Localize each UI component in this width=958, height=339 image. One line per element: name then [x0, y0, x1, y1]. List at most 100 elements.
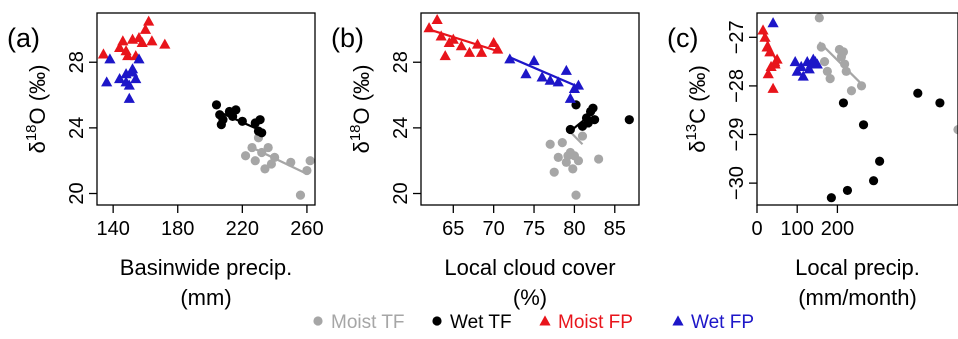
data-layer-b: [423, 13, 634, 200]
point-moist-tf: [822, 66, 832, 76]
point-moist-tf: [841, 66, 851, 76]
fit-line-wet-fp: [509, 56, 579, 88]
y-tick-label-b: 24: [390, 117, 412, 139]
point-moist-tf: [545, 139, 555, 149]
x-axis-label-c: (mm/month): [798, 285, 917, 310]
x-tick-label-b: 80: [563, 218, 585, 240]
x-tick-label-b: 85: [604, 218, 626, 240]
legend-label-moist-fp: Moist FP: [558, 312, 633, 333]
point-wet-tf: [211, 100, 222, 110]
point-wet-tf: [858, 120, 869, 130]
x-tick-label-c: 200: [821, 218, 854, 240]
legend-item-moist-fp: Moist FP: [539, 312, 633, 333]
y-axis-label-delta-b: δ: [349, 141, 374, 153]
point-moist-fp: [139, 23, 152, 34]
point-moist-tf: [825, 74, 835, 84]
y-tick-label-a: 24: [66, 117, 88, 139]
point-wet-fp: [520, 68, 532, 79]
point-moist-tf: [953, 125, 958, 135]
plot-frame-c: [756, 12, 958, 206]
point-moist-fp: [757, 24, 769, 35]
legend-label-wet-fp: Wet FP: [691, 312, 754, 333]
legend-item-moist-tf: Moist TF: [313, 312, 405, 333]
point-moist-fp: [759, 31, 771, 42]
point-wet-fp: [123, 79, 135, 90]
point-moist-tf: [577, 131, 588, 141]
x-axis-label-b: Local cloud cover: [444, 255, 615, 280]
point-moist-tf: [263, 142, 273, 153]
point-moist-tf: [247, 142, 257, 153]
point-moist-fp: [159, 38, 171, 49]
point-wet-tf: [588, 103, 598, 113]
point-wet-tf: [257, 128, 267, 138]
legend-item-wet-tf: Wet TF: [432, 312, 512, 333]
point-wet-fp: [126, 63, 139, 74]
point-wet-fp: [104, 53, 116, 64]
y-tick-label-c: −30: [726, 166, 748, 200]
x-tick-label-b: 75: [523, 218, 545, 240]
point-wet-tf: [838, 98, 849, 108]
legend-label-wet-tf: Wet TF: [450, 312, 512, 333]
point-wet-fp: [133, 53, 145, 64]
panel-c: (c) 0 100 200 −30 −29 −28 −27 δ13C (‰) Local prec…: [667, 12, 958, 310]
y-tick-label-c: −27: [726, 20, 748, 54]
point-wet-tf: [826, 193, 836, 203]
point-moist-fp: [431, 13, 443, 25]
point-moist-fp: [771, 53, 783, 64]
point-wet-fp: [114, 73, 126, 84]
point-moist-tf: [838, 47, 849, 57]
point-moist-fp: [455, 40, 467, 51]
point-wet-fp: [552, 76, 564, 87]
y-axis-label-b: δ18O (‰): [347, 65, 374, 154]
point-moist-fp: [463, 46, 476, 57]
y-axis-label-rest-b: O (‰): [349, 65, 374, 125]
point-moist-tf: [840, 59, 850, 69]
point-moist-tf: [305, 156, 315, 166]
point-moist-fp: [114, 41, 126, 52]
point-wet-fp: [123, 92, 135, 103]
point-wet-fp: [544, 74, 556, 85]
point-moist-tf: [257, 147, 267, 158]
point-moist-tf: [295, 190, 306, 200]
x-tick-label-c: 100: [781, 218, 814, 240]
legend-marker-moist-fp: [539, 315, 551, 326]
x-axis-label-a: (mm): [180, 285, 231, 310]
point-wet-tf: [565, 124, 575, 135]
point-wet-tf: [218, 115, 228, 125]
point-wet-tf: [237, 116, 247, 126]
point-wet-fp: [797, 70, 809, 81]
y-axis-label-rest-a: O (‰): [25, 65, 50, 125]
x-tick-label-b: 70: [483, 218, 505, 240]
point-wet-tf: [231, 105, 241, 115]
point-moist-fp: [97, 48, 110, 59]
point-wet-fp: [528, 54, 540, 66]
point-wet-tf: [875, 156, 885, 166]
point-moist-tf: [240, 151, 251, 161]
point-moist-fp: [122, 50, 134, 61]
point-moist-fp: [764, 46, 776, 57]
panel-label-c: (c): [667, 23, 698, 53]
point-wet-fp: [504, 53, 516, 64]
point-moist-fp: [143, 15, 155, 26]
y-tick-label-b: 28: [390, 51, 412, 73]
point-wet-fp: [560, 64, 572, 75]
y-tick-label-c: −29: [726, 118, 748, 152]
legend: Moist TF Wet TF Moist FP Wet FP: [313, 312, 754, 333]
panel-label-a: (a): [7, 23, 40, 53]
point-moist-tf: [553, 152, 563, 163]
point-wet-tf: [842, 185, 853, 196]
point-wet-tf: [913, 88, 923, 98]
point-moist-tf: [573, 156, 584, 166]
point-moist-tf: [270, 152, 280, 163]
point-wet-fp: [572, 79, 585, 90]
y-tick-label-c: −28: [726, 69, 748, 103]
y-axis-label-delta-a: δ: [25, 141, 50, 153]
point-wet-fp: [789, 56, 801, 67]
data-layer-a: [97, 15, 315, 200]
point-moist-tf: [557, 138, 567, 148]
point-moist-fp: [435, 30, 447, 41]
point-moist-fp: [488, 36, 500, 48]
y-axis-label-sup-b: 18: [347, 124, 364, 141]
